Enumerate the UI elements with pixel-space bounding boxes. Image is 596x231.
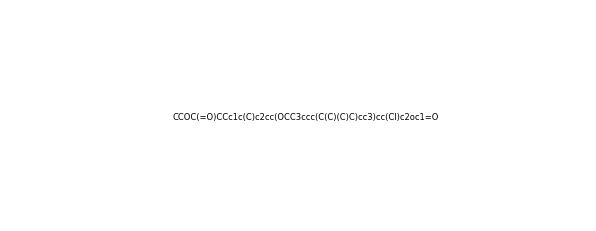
Text: CCOC(=O)CCc1c(C)c2cc(OCC3ccc(C(C)(C)C)cc3)cc(Cl)c2oc1=O: CCOC(=O)CCc1c(C)c2cc(OCC3ccc(C(C)(C)C)cc…	[172, 112, 439, 121]
